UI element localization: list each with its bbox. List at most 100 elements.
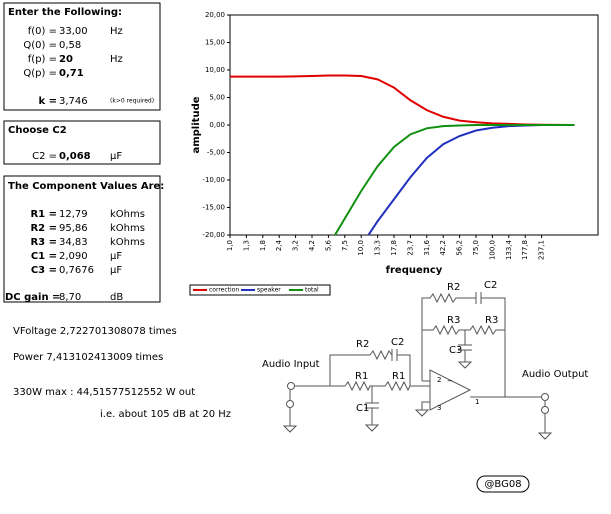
circuit-label: R2 <box>447 282 460 293</box>
circuit-label: 1 <box>475 398 479 406</box>
legend-label: speaker <box>257 287 281 294</box>
unit: Hz <box>110 26 123 37</box>
label: C3 = <box>31 265 57 276</box>
y-tick-label: -10,00 <box>202 176 225 184</box>
label: Q(0) = <box>23 40 57 51</box>
value: 8,70 <box>59 292 81 303</box>
circuit-label: R3 <box>485 315 498 326</box>
watermark: @BG08 <box>484 479 521 490</box>
x-tick-label: 13,3 <box>374 240 382 256</box>
x-tick-label: 23,7 <box>406 240 414 256</box>
label: k = <box>38 96 57 107</box>
y-tick-label: -15,00 <box>202 204 225 212</box>
circuit-label: 2 <box>437 376 441 384</box>
circuit-label: C2 <box>391 337 404 348</box>
circuit-label: 3 <box>437 404 441 412</box>
value: 95,86 <box>59 223 88 234</box>
panel-title: Choose C2 <box>8 125 67 136</box>
label: f(0) = <box>28 26 57 37</box>
label: f(p) = <box>28 54 57 65</box>
circuit-label: C3 <box>449 345 462 356</box>
y-tick-label: 5,00 <box>209 94 225 102</box>
label: Q(p) = <box>23 68 57 79</box>
circuit: − <box>282 292 553 440</box>
pin-sign: − <box>447 377 453 385</box>
y-tick-label: -5,00 <box>207 149 225 157</box>
circuit-label: Audio Input <box>262 359 320 370</box>
unit: µF <box>110 265 122 276</box>
y-tick-label: 15,00 <box>205 39 225 47</box>
x-tick-label: 56,2 <box>456 240 464 256</box>
x-tick-label: 75,0 <box>472 240 480 256</box>
x-tick-label: 31,6 <box>423 239 431 255</box>
unit: kOhms <box>110 223 145 234</box>
x-tick-label: 1,8 <box>259 240 267 251</box>
value: 0,58 <box>59 40 81 51</box>
input-panel <box>3 2 161 111</box>
value: 3,746 <box>59 96 88 107</box>
legend-box <box>189 284 331 296</box>
circuit-label: C2 <box>484 280 497 291</box>
x-tick-label: 7,5 <box>341 240 349 251</box>
value: 0,71 <box>59 68 84 79</box>
x-tick-label: 1,3 <box>242 240 250 251</box>
legend-label: correction <box>209 287 239 294</box>
unit: µF <box>110 151 122 162</box>
result: VFoltage 2,722701308078 times <box>13 326 177 337</box>
label: R2 = <box>30 223 57 234</box>
result: 330W max : 44,51577512552 W out <box>13 387 195 398</box>
x-tick-label: 10,0 <box>357 240 365 256</box>
circuit-label: R3 <box>447 315 460 326</box>
series-line <box>333 124 575 235</box>
terminal <box>541 406 549 414</box>
x-tick-label: 237,1 <box>538 240 546 260</box>
value: 34,83 <box>59 237 88 248</box>
watermark-box <box>476 475 530 493</box>
unit: (k>0 required) <box>110 98 154 105</box>
x-tick-label: 5,6 <box>324 239 332 251</box>
value: 2,090 <box>59 251 88 262</box>
x-axis-label: frequency <box>386 265 443 276</box>
value: 12,79 <box>59 209 88 220</box>
c2-panel <box>3 120 161 165</box>
value: 0,7676 <box>59 265 94 276</box>
label: C1 = <box>31 251 57 262</box>
label: R1 = <box>30 209 57 220</box>
x-tick-label: 3,2 <box>292 240 300 251</box>
panel-title: Enter the Following: <box>8 7 122 18</box>
value: 33,00 <box>59 26 88 37</box>
circuit-label: R1 <box>355 371 368 382</box>
unit: kOhms <box>110 237 145 248</box>
result: Power 7,413102413009 times <box>13 352 163 363</box>
x-tick-label: 100,0 <box>488 240 496 260</box>
x-tick-label: 2,4 <box>275 239 283 251</box>
label: C2 = <box>32 151 57 162</box>
unit: kOhms <box>110 209 145 220</box>
value: 20 <box>59 54 73 65</box>
y-tick-label: 10,00 <box>205 66 225 74</box>
x-tick-label: 42,2 <box>439 240 447 256</box>
y-tick-label: 0,00 <box>209 121 225 129</box>
label: DC gain = <box>5 292 60 303</box>
legend-label: total <box>305 287 319 294</box>
x-tick-label: 133,4 <box>505 239 513 260</box>
circuit-label: C1 <box>356 403 369 414</box>
x-tick-label: 4,2 <box>308 240 316 251</box>
circuit-wires <box>282 292 553 440</box>
circuit-label: R2 <box>356 339 369 350</box>
y-tick-label: 20,00 <box>205 11 225 19</box>
unit: dB <box>110 292 123 303</box>
panel-title: The Component Values Are: <box>8 181 164 192</box>
x-tick-label: 1,0 <box>226 240 234 251</box>
unit: µF <box>110 251 122 262</box>
circuit-label: Audio Output <box>522 369 588 380</box>
y-tick-label: -20,00 <box>202 231 225 239</box>
circuit-label: R1 <box>392 371 405 382</box>
x-tick-label: 17,8 <box>390 240 398 256</box>
x-tick-label: 177,8 <box>521 240 529 260</box>
terminal <box>287 382 295 390</box>
result: i.e. about 105 dB at 20 Hz <box>100 409 231 420</box>
value: 0,068 <box>59 151 91 162</box>
terminal <box>541 393 549 401</box>
